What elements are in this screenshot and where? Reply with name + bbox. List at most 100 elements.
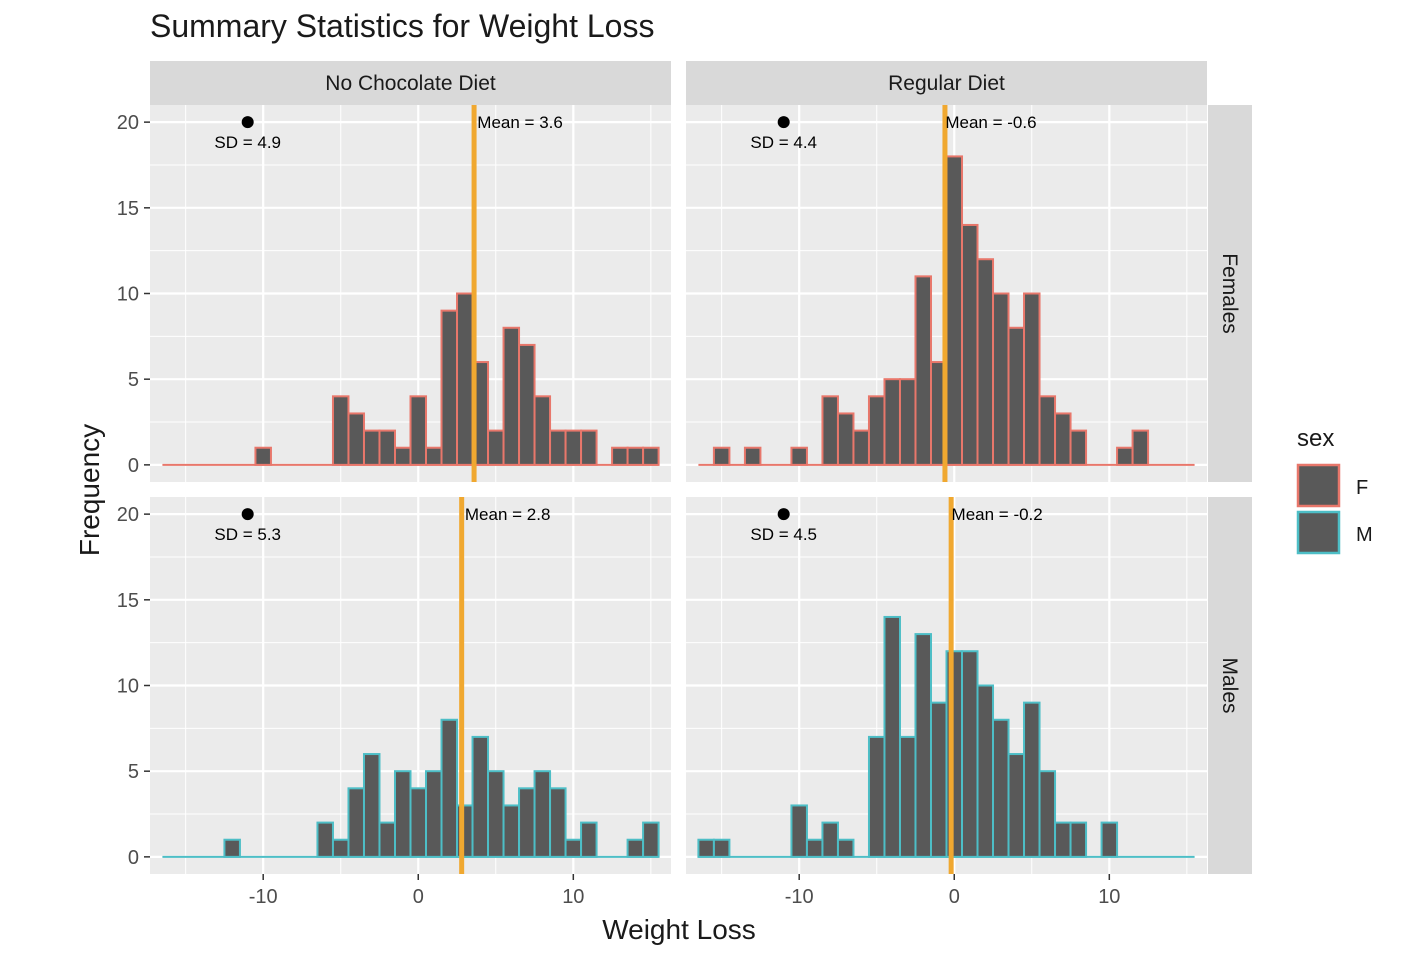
histogram-bar (962, 225, 978, 465)
histogram-bar (714, 840, 730, 857)
histogram-bar (519, 345, 535, 465)
histogram-bar (807, 840, 823, 857)
histogram-bar (535, 771, 551, 857)
histogram-bar (628, 448, 644, 465)
histogram-bar (978, 259, 994, 465)
sd-label: SD = 4.5 (750, 525, 817, 544)
histogram-bar (395, 448, 411, 465)
legend-title: sex (1297, 425, 1334, 452)
histogram-bar (915, 276, 931, 465)
x-tick-label: -10 (249, 886, 278, 908)
x-tick-label: 10 (1098, 886, 1120, 908)
histogram-bar (628, 840, 644, 857)
histogram-bar (838, 840, 854, 857)
histogram-bar (364, 431, 380, 465)
histogram-bar (993, 720, 1009, 857)
facet-panel: SD = 5.3 Mean = 2.8 (150, 497, 671, 874)
x-tick-label: 0 (949, 886, 960, 908)
sd-marker-point (778, 508, 790, 520)
x-tick-label: 0 (413, 886, 424, 908)
histogram-bar (900, 379, 916, 465)
sd-label: SD = 5.3 (214, 525, 281, 544)
histogram-bar (581, 431, 597, 465)
sd-label: SD = 4.9 (214, 133, 281, 152)
mean-label: Mean = -0.2 (952, 505, 1043, 524)
mean-label: Mean = -0.6 (945, 113, 1036, 132)
histogram-bar (504, 328, 520, 465)
sd-label: SD = 4.4 (750, 133, 817, 152)
histogram-bar (379, 431, 395, 465)
y-tick-label: 0 (128, 455, 139, 477)
histogram-bar (822, 396, 838, 465)
mean-label: Mean = 2.8 (465, 505, 551, 524)
histogram-bar (915, 634, 931, 857)
histogram-bar (504, 805, 520, 856)
y-axis-label: Frequency (74, 424, 105, 556)
histogram-bar (411, 788, 427, 857)
legend-label-M: M (1356, 524, 1373, 546)
histogram-bar (566, 431, 582, 465)
histogram-bar (348, 788, 364, 857)
histogram-bar (333, 840, 349, 857)
histogram-bar (1024, 703, 1040, 857)
histogram-bar (1040, 396, 1056, 465)
histogram-bar (426, 771, 442, 857)
histogram-bar (442, 311, 458, 465)
histogram-bar (1117, 448, 1133, 465)
histogram-bar (519, 788, 535, 857)
facet-panel: SD = 4.9 Mean = 3.6 (150, 105, 671, 482)
histogram-bar (791, 805, 807, 856)
histogram-bar (947, 156, 963, 464)
x-tick-label: 10 (562, 886, 584, 908)
sd-marker-point (778, 116, 790, 128)
histogram-bar (822, 823, 838, 857)
y-tick-label: 5 (128, 761, 139, 783)
column-strip-label: Regular Diet (888, 72, 1005, 95)
y-tick-label: 20 (117, 112, 139, 134)
histogram-bar (869, 737, 885, 857)
histogram-bar (426, 448, 442, 465)
histogram-bar (255, 448, 271, 465)
histogram-bar (838, 413, 854, 464)
histogram-bar (333, 396, 349, 465)
x-tick-label: -10 (785, 886, 814, 908)
histogram-bar (612, 448, 628, 465)
row-strip-label: Males (1218, 657, 1241, 713)
legend-key-F (1298, 465, 1339, 506)
histogram-bar (1071, 431, 1087, 465)
histogram-bar (473, 737, 489, 857)
histogram-bar (745, 448, 761, 465)
histogram-bar (535, 396, 551, 465)
y-tick-label: 20 (117, 504, 139, 526)
histogram-bar (853, 431, 869, 465)
chart-title: Summary Statistics for Weight Loss (150, 8, 654, 44)
histogram-bar (488, 431, 504, 465)
histogram-bar (931, 703, 947, 857)
histogram-bar (1102, 823, 1118, 857)
histogram-bar (978, 686, 994, 857)
y-tick-label: 10 (117, 676, 139, 698)
histogram-bar (457, 294, 473, 465)
histogram-bar (900, 737, 916, 857)
y-tick-label: 5 (128, 369, 139, 391)
facet-panel: SD = 4.5 Mean = -0.2 (686, 497, 1207, 874)
histogram-bar (698, 840, 714, 857)
facet-panel: SD = 4.4 Mean = -0.6 (686, 105, 1207, 482)
y-tick-label: 15 (117, 590, 139, 612)
histogram-bar (791, 448, 807, 465)
histogram-bar (411, 396, 427, 465)
legend-label-F: F (1356, 477, 1368, 499)
histogram-bar (566, 840, 582, 857)
sd-marker-point (242, 116, 254, 128)
column-strip-label: No Chocolate Diet (325, 72, 496, 95)
row-strip-label: Females (1218, 253, 1241, 334)
histogram-bar (714, 448, 730, 465)
y-tick-label: 0 (128, 847, 139, 869)
histogram-bar (550, 431, 566, 465)
sd-marker-point (242, 508, 254, 520)
histogram-bar (869, 396, 885, 465)
histogram-bar (1071, 823, 1087, 857)
histogram-bar (379, 823, 395, 857)
histogram-bar (550, 788, 566, 857)
